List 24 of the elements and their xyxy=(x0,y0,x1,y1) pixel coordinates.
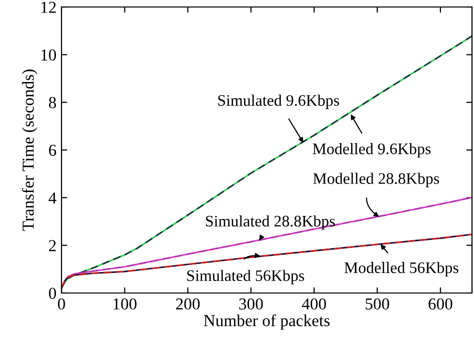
x-tick-label: 0 xyxy=(58,298,66,310)
annotation: Modelled 28.8Kbps xyxy=(313,172,440,188)
x-tick-label: 600 xyxy=(428,298,452,310)
annotation: Modelled 56Kbps xyxy=(344,262,458,276)
y-tick-label: 4 xyxy=(48,192,56,204)
annotation: Simulated 9.6Kbps xyxy=(218,94,340,110)
y-tick-label: 6 xyxy=(49,144,56,156)
y-tick-label: 0 xyxy=(48,288,56,299)
annotation: Simulated 28.8Kbps xyxy=(206,215,335,230)
y-axis-title: Transfer Time (seconds) xyxy=(22,70,38,231)
y-tick-label: 12 xyxy=(41,2,56,13)
x-tick-label: 100 xyxy=(114,298,137,310)
y-tick-label: 10 xyxy=(41,49,56,61)
x-tick-label: 400 xyxy=(302,298,326,310)
x-axis-title: Number of packets xyxy=(204,314,330,330)
y-tick-label: 2 xyxy=(49,240,56,252)
x-tick-label: 200 xyxy=(176,298,200,310)
line-series xyxy=(62,35,472,289)
x-tick-label: 500 xyxy=(366,298,390,310)
annotation: Modelled 9.6Kbps xyxy=(312,143,431,158)
y-tick-label: 8 xyxy=(48,97,56,108)
x-tick-label: 300 xyxy=(239,298,263,310)
annotation: Simulated 56Kbps xyxy=(187,270,304,284)
line-series xyxy=(62,234,472,289)
